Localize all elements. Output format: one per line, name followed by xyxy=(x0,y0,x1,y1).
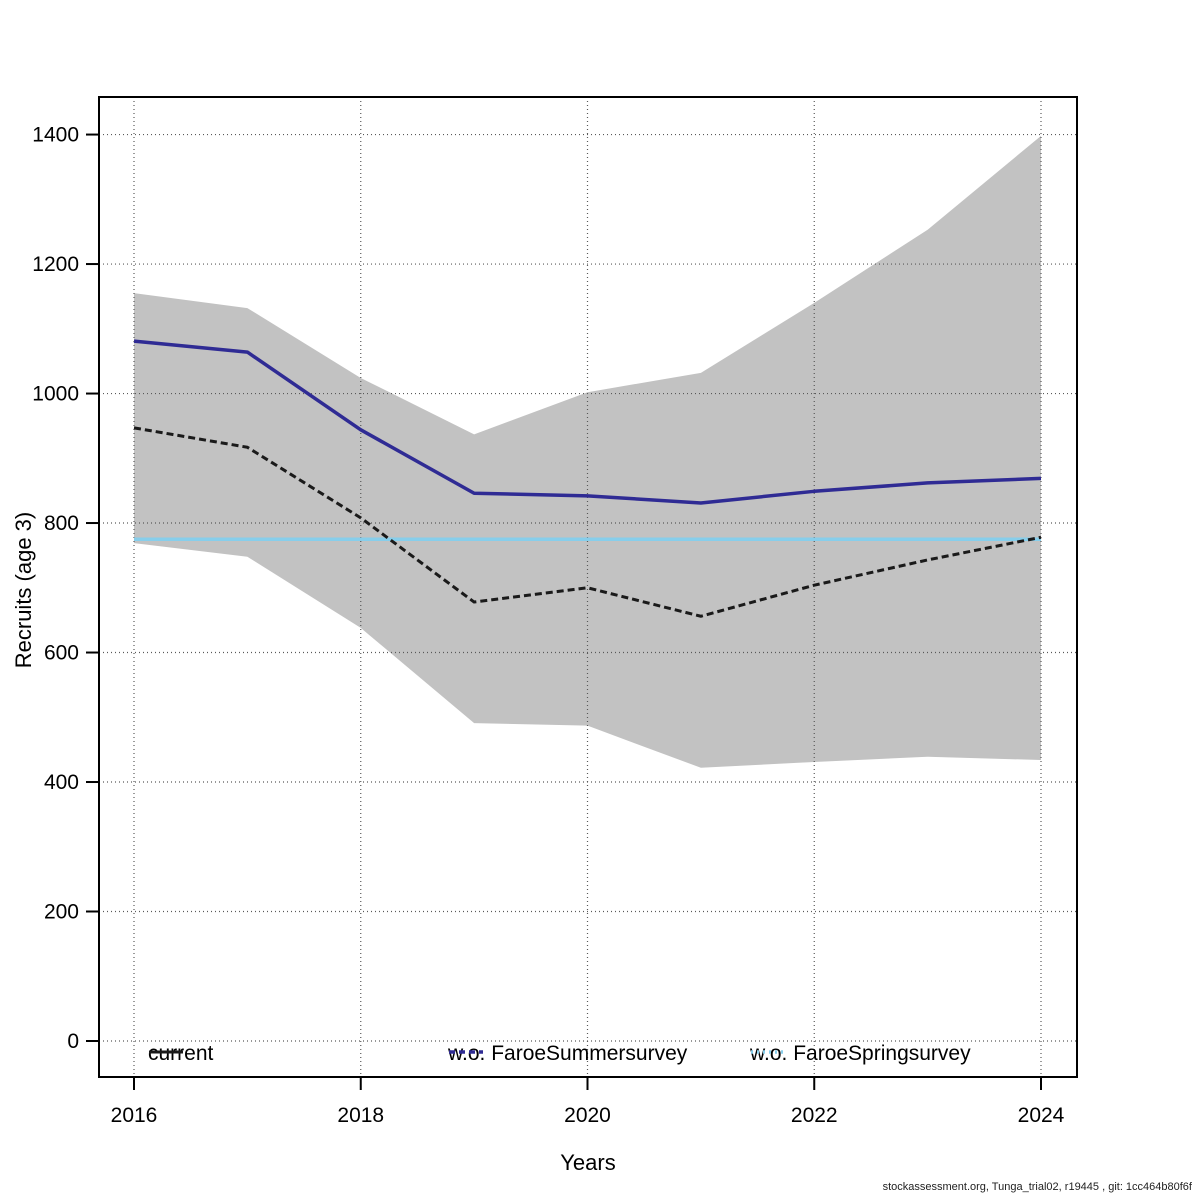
y-tick-label: 400 xyxy=(44,771,79,794)
y-tick-label: 1200 xyxy=(32,253,79,276)
series-line-current xyxy=(133,426,1042,618)
legend-item-w-o-faroespringsurvey: w.o. FaroeSpringsurvey xyxy=(750,1041,971,1067)
y-tick-label: 600 xyxy=(44,642,79,665)
x-axis-title: Years xyxy=(560,1150,616,1175)
y-tick-label: 200 xyxy=(44,901,79,924)
legend-label: w.o. FaroeSpringsurvey xyxy=(750,1042,971,1065)
confidence-band xyxy=(134,135,1041,768)
plot-frame xyxy=(98,96,1078,1078)
y-tick-label: 1400 xyxy=(32,124,79,147)
legend-label: w.o. FaroeSummersurvey xyxy=(448,1042,688,1065)
series-line-w-o-faroesummersurvey xyxy=(133,339,1042,505)
x-tick-label: 2018 xyxy=(337,1104,384,1127)
legend-line-sample xyxy=(751,1050,785,1054)
legend-item-current: current xyxy=(148,1041,213,1067)
x-tick-label: 2024 xyxy=(1018,1104,1065,1127)
y-axis-title: Recruits (age 3) xyxy=(11,511,36,669)
legend-item-w-o-faroesummersurvey: w.o. FaroeSummersurvey xyxy=(448,1041,687,1067)
x-tick-label: 2022 xyxy=(791,1104,838,1127)
legend-line-sample xyxy=(449,1050,483,1054)
y-tick-label: 1000 xyxy=(32,383,79,406)
y-tick-label: 800 xyxy=(44,512,79,535)
y-tick-label: 0 xyxy=(67,1030,79,1053)
x-tick-label: 2020 xyxy=(564,1104,611,1127)
legend-line-sample xyxy=(149,1050,183,1054)
x-tick-label: 2016 xyxy=(111,1104,158,1127)
footer-attribution: stockassessment.org, Tunga_trial02, r194… xyxy=(882,1181,1192,1193)
